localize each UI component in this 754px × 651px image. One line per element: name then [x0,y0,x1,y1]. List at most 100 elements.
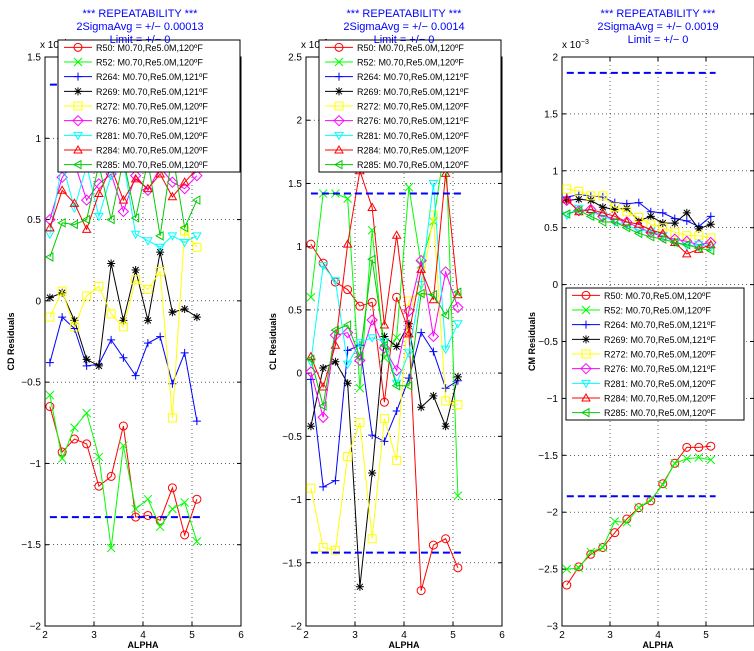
data-point [191,195,201,205]
data-point [192,232,202,241]
data-point [355,383,365,393]
series-line [49,316,198,422]
legend-entry: R52: M0.70,Re5.0M,120ºF [96,58,203,68]
data-point [319,482,328,491]
data-point [658,479,668,489]
y-tick-label: −1.5 [538,451,558,462]
data-point [441,422,450,431]
data-point [94,361,103,370]
data-point [610,516,620,526]
legend-entry: R276: M0.70,Re5.0M,121ºF [604,364,716,374]
data-point [69,322,79,332]
x-tick-label: 2 [303,630,309,641]
x-tick-label: 4 [655,630,661,641]
cl-residuals-panel: 2 3 4 5 6 −2 −1.5 −1 −0.5 0 0.5 1 1.5 2 2.5 ALPHA CL Res… [268,8,505,650]
data-point [453,400,463,410]
data-point [179,177,190,186]
data-point [192,537,202,546]
series-line [566,210,711,251]
data-point [131,371,140,380]
legend-entry: R50: M0.70,Re5.0M,120ºF [357,43,464,53]
y-tick-label: −2 [291,622,303,633]
data-point [118,195,129,204]
x-tick-label: 3 [352,630,358,641]
data-point [562,580,572,590]
data-point [106,309,116,319]
data-point [82,291,92,301]
legend-marker [580,362,592,375]
data-point [610,205,619,214]
data-point [610,202,620,212]
data-point [342,360,353,370]
data-point [119,316,128,325]
legend-marker [74,72,82,81]
legend-marker [73,42,83,52]
data-point [155,522,165,532]
data-point [379,320,390,329]
data-point [130,230,141,240]
data-point [669,233,681,245]
data-point [417,328,426,337]
legend-marker [334,42,344,52]
data-point [379,397,389,407]
data-point [682,442,692,452]
x-tick-label: 3 [607,630,613,641]
data-point [586,547,596,557]
data-point [180,530,190,540]
data-point [379,340,388,351]
data-point [180,304,189,313]
data-point [330,545,340,555]
y-tick-label: 0.5 [288,305,302,316]
data-point [106,471,116,481]
data-point [143,183,153,193]
data-point [317,411,329,424]
legend-entry: R284: M0.70,Re5.0M,120ºF [357,146,469,156]
data-point [107,259,116,268]
data-point [80,194,93,206]
data-point [562,194,573,207]
x-tick-label: 2 [559,630,565,641]
data-point [180,498,190,507]
y-tick-label: −1 [30,459,42,470]
legend-entry: R284: M0.70,Re5.0M,120ºF [96,146,208,156]
data-point [392,342,401,351]
data-point [658,208,667,217]
data-point [168,308,177,317]
data-point [598,543,608,552]
data-point [391,380,401,391]
data-point [634,503,644,513]
data-point [143,316,152,325]
legend-entry: R269: M0.70,Re5.0M,121ºF [357,87,469,97]
data-point [118,322,128,332]
legend-entry: R285: M0.70,Re5.0M,120ºF [604,408,716,418]
legend-marker [334,144,344,154]
data-point [441,534,451,544]
legend-marker [334,131,344,141]
data-point [705,245,715,256]
legend-entry: R276: M0.70,Re5.0M,121ºF [357,116,469,126]
data-point [106,214,115,225]
legend-entry: R269: M0.70,Re5.0M,121ºF [96,87,208,97]
data-point [657,234,667,244]
data-point [143,237,153,246]
y-tick-label: 1 [35,134,41,145]
data-point [585,204,596,213]
data-point [58,288,67,297]
axis-exponent-label: x 10−3 [562,39,589,51]
data-point [355,301,365,311]
data-point [368,469,377,478]
legend-marker [333,159,343,170]
data-point [598,203,607,212]
data-point [45,390,55,400]
data-point [143,510,153,520]
data-point [70,423,79,433]
cd-residuals-panel: 2 3 4 5 6 −2 −1.5 −1 −0.5 0 0.5 1 1.5 ALPHA CD Residua… [6,8,244,650]
data-point [367,297,377,307]
data-point [155,243,166,253]
x-tick-label: 4 [140,630,146,641]
y-axis-label: CL Residuals [268,313,278,370]
data-point [106,543,116,553]
chart-title-line: 2SigmaAvg = +/− 0.00013 [76,21,203,33]
data-point [143,284,153,294]
data-point [634,503,644,513]
